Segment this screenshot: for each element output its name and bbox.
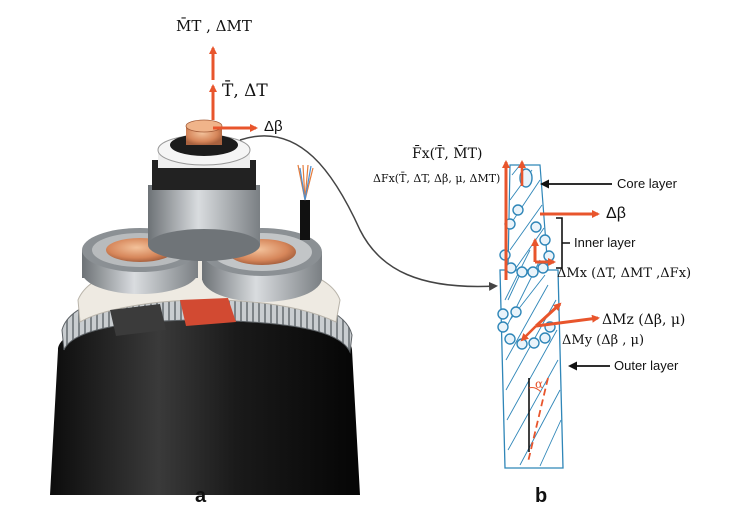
label-mx: ΔMx (ΔT, ΔMT ,ΔFx) (557, 266, 692, 281)
label-outer-layer: Outer layer (614, 358, 679, 373)
strand-diagram (497, 160, 612, 469)
label-fx-mean: F̄x(T̄, M̄T) (412, 146, 483, 162)
fibre-optic-bundle (297, 164, 314, 240)
outer-jacket (50, 318, 360, 495)
label-my: ΔMy (Δβ , μ) (562, 333, 645, 348)
brace-inner-layer (556, 217, 570, 269)
panel-label-a: a (195, 485, 207, 507)
filler-dark (110, 304, 166, 336)
label-inner-layer: Inner layer (574, 235, 636, 250)
lay-direction-line (527, 377, 549, 463)
label-moment-top: M̄T , ΔMT (176, 17, 252, 35)
filler-red (180, 298, 236, 326)
strand-body-outline (499, 269, 564, 469)
cable-illustration (50, 46, 498, 495)
arrow-mz-down (520, 325, 537, 342)
label-delta-beta-b: Δβ (606, 205, 626, 222)
connector-arrow (239, 135, 498, 291)
label-alpha: α (535, 377, 544, 391)
label-delta-beta-a: Δβ (264, 118, 283, 135)
top-conductor (148, 119, 260, 261)
arrow-my (534, 302, 562, 328)
label-mz: ΔMz (Δβ, μ) (602, 312, 686, 328)
label-tension: T̄, ΔT (222, 81, 268, 101)
label-fx-delta: ΔFx(T̄, ΔT, Δβ, μ, ΔMT) (373, 172, 501, 185)
panel-label-b: b (535, 485, 548, 507)
label-core-layer: Core layer (617, 176, 677, 191)
alpha-arc (528, 387, 542, 393)
arrow-mz (535, 314, 600, 328)
